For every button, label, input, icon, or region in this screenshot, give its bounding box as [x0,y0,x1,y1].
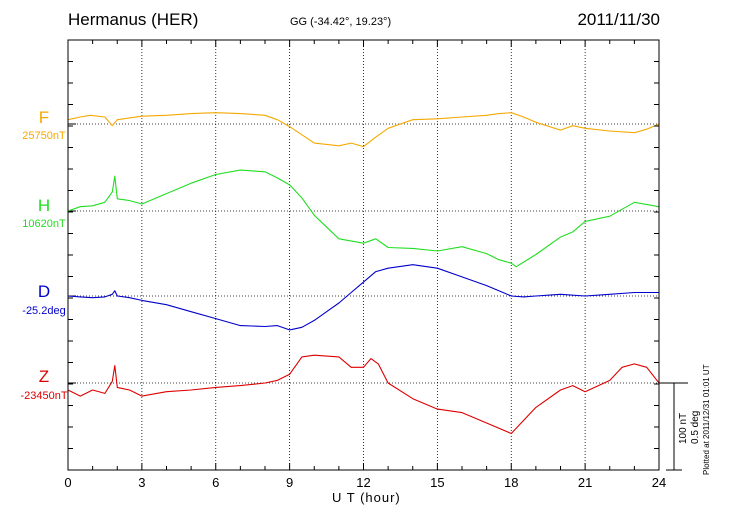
station-title: Hermanus (HER) [68,10,199,29]
x-tick-label-18: 18 [504,475,518,490]
x-tick-label-12: 12 [356,475,370,490]
x-tick-label-3: 3 [138,475,145,490]
tick-layer: 0 3 6 9 12 15 18 21 24 [64,40,666,490]
channel-label-d: D [37,282,51,301]
series-line-f [67,112,660,148]
plotted-timestamp: Plotted at 2011/12/31 01:01 UT [702,364,711,475]
baseline-label-f: 25750nT [22,130,66,142]
x-tick-label-0: 0 [64,475,71,490]
plot-frame [67,39,660,471]
baseline-label-z: -23450nT [20,390,68,402]
channel-label-z: Z [38,367,50,386]
scale-bar [659,382,688,471]
channel-label-h: H [37,196,51,215]
series-layer [67,112,660,435]
channel-label-f: F [38,108,50,127]
series-line-h [67,169,660,268]
x-axis-label: U T (hour) [332,490,401,505]
x-tick-label-24: 24 [652,475,666,490]
series-line-z [67,354,660,435]
grid-layer [141,40,586,470]
baseline-label-h: 10620nT [22,218,66,230]
scale-bar-nt-label: 100 nT [678,412,689,444]
x-tick-label-6: 6 [212,475,219,490]
x-tick-label-21: 21 [578,475,592,490]
chart-date: 2011/11/30 [577,10,660,29]
x-tick-label-9: 9 [286,475,293,490]
series-line-d [67,264,659,331]
baseline-label-d: -25.2deg [22,305,66,317]
x-tick-label-15: 15 [430,475,444,490]
station-coords: GG (-34.42°, 19.23°) [290,16,392,28]
scale-bar-deg-label: 0.5 deg [690,410,701,444]
